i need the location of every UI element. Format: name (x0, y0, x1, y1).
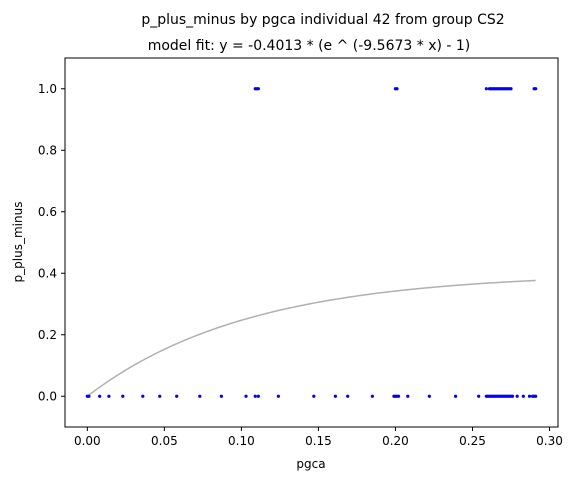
y-tick-label: 0.0 (38, 389, 57, 403)
data-point (253, 394, 257, 398)
data-point (527, 394, 532, 398)
data-point (158, 394, 162, 398)
data-point (510, 394, 515, 398)
data-point (534, 394, 538, 398)
x-tick-label: 0.30 (536, 434, 563, 448)
data-points-layer (85, 87, 538, 398)
data-point (395, 87, 399, 91)
y-tick-label: 0.8 (38, 143, 57, 157)
y-tick-label: 1.0 (38, 82, 57, 96)
data-point (175, 394, 179, 398)
x-tick-label: 0.15 (305, 434, 332, 448)
x-tick-label: 0.20 (382, 434, 409, 448)
data-point (141, 394, 145, 398)
data-point (312, 394, 316, 398)
data-point (198, 394, 202, 398)
y-tick-label: 0.4 (38, 266, 57, 280)
y-tick-label: 0.2 (38, 328, 57, 342)
x-axis-ticks: 0.00 0.05 0.10 0.15 0.20 0.25 0.30 (74, 427, 563, 448)
data-point (406, 394, 410, 398)
chart-subtitle: model fit: y = -0.4013 * (e ^ (-9.5673 *… (148, 38, 471, 54)
data-point (333, 394, 337, 398)
x-tick-label: 0.10 (228, 434, 255, 448)
x-tick-label: 0.25 (459, 434, 486, 448)
data-point (477, 394, 481, 398)
data-point (244, 394, 248, 398)
model-fit-line (86, 279, 536, 397)
data-point (219, 394, 223, 398)
data-point (346, 394, 350, 398)
chart-title: p_plus_minus by pgca individual 42 from … (141, 12, 504, 28)
data-point (515, 394, 519, 398)
data-point (396, 394, 401, 398)
data-point (87, 394, 91, 398)
x-tick-label: 0.05 (151, 434, 178, 448)
y-axis-label: p_plus_minus (11, 202, 25, 283)
y-axis-ticks: 0.0 0.2 0.4 0.6 0.8 1.0 (38, 82, 65, 403)
x-tick-label: 0.00 (74, 434, 101, 448)
data-point (121, 394, 125, 398)
y-tick-label: 0.6 (38, 205, 57, 219)
plot-frame (64, 57, 559, 428)
data-point (453, 394, 458, 398)
data-point (534, 87, 538, 91)
x-axis-label: pgca (296, 457, 325, 471)
data-point (509, 87, 513, 91)
data-point (276, 394, 280, 398)
data-point (370, 394, 374, 398)
data-point (256, 87, 260, 91)
data-point (484, 87, 488, 91)
data-point (427, 394, 431, 398)
fit-curve-layer (86, 279, 536, 397)
data-point (521, 394, 525, 398)
data-point (107, 394, 111, 398)
data-point (256, 394, 260, 398)
data-point (98, 394, 102, 398)
